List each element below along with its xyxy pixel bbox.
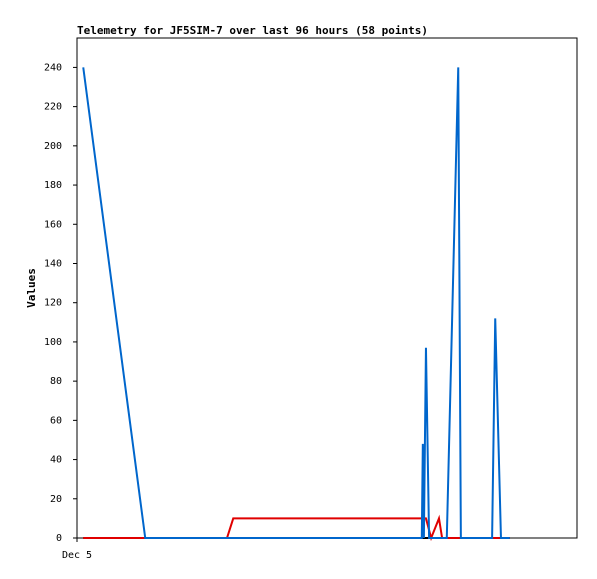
y-tick-label: 160 [44,219,62,230]
y-tick-label: 80 [50,376,62,387]
y-tick-label: 20 [50,494,62,505]
y-tick-label: 60 [50,415,62,426]
y-axis-label: Values [25,268,38,308]
y-tick-label: 120 [44,298,62,309]
y-tick-label: 100 [44,337,62,348]
y-tick-label: 200 [44,141,62,152]
y-tick-label: 0 [56,533,62,544]
y-tick-label: 220 [44,102,62,113]
y-tick-label: 240 [44,62,62,73]
plot-frame [76,37,578,539]
y-tick-label: 140 [44,258,62,269]
y-tick-label: 180 [44,180,62,191]
chart-title: Telemetry for JF5SIM-7 over last 96 hour… [77,24,428,37]
series-line [83,514,510,542]
y-tick-label: 40 [50,455,62,466]
x-tick-label: Dec 5 [62,550,92,561]
series-line [82,67,510,539]
